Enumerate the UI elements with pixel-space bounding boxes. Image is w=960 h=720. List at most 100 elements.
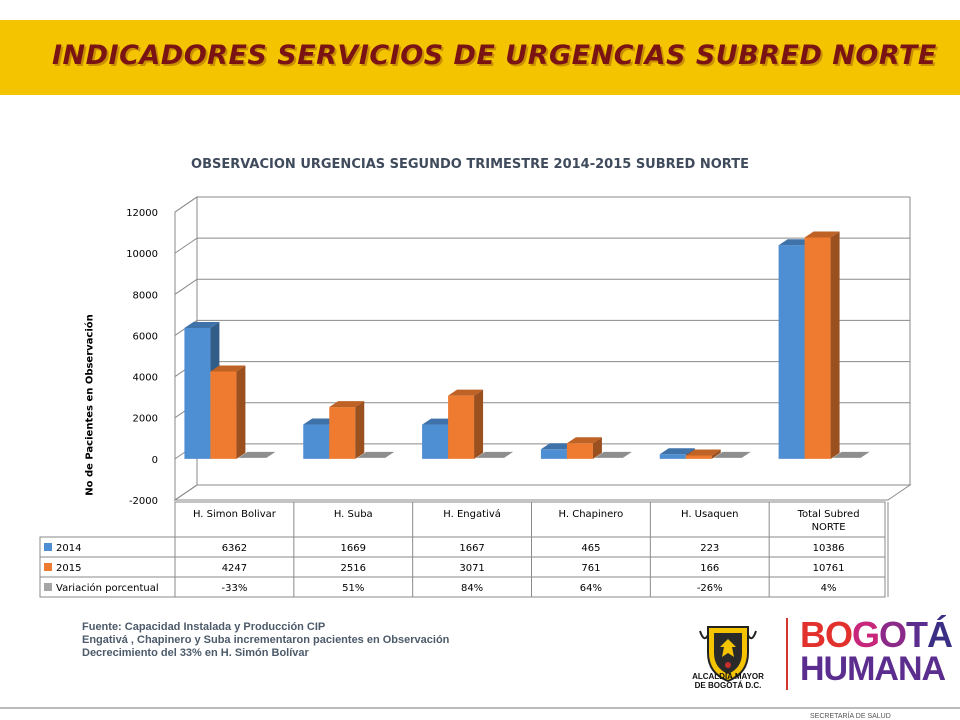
x-category-label: H. Simon Bolivar	[193, 509, 277, 520]
bar-2014	[422, 424, 449, 459]
y-tick-label: 0	[152, 455, 158, 466]
bar-side	[830, 231, 840, 459]
data-label: 465	[581, 543, 600, 554]
table-body	[39, 536, 886, 598]
x-category-label: H. Usaquen	[681, 509, 739, 520]
gridline	[174, 196, 910, 213]
y-tick-label: 4000	[133, 373, 158, 384]
y-tick-label: 12000	[126, 208, 158, 219]
legend-swatch	[44, 583, 52, 591]
bogota-logo: BOGOTÁ	[800, 614, 953, 655]
bar-side	[474, 389, 484, 459]
bar-2014	[303, 424, 330, 459]
bogota-letter: T	[906, 614, 928, 655]
data-label: 761	[581, 563, 600, 574]
x-category-label: H. Suba	[334, 509, 373, 520]
bogota-letter: B	[800, 614, 826, 655]
data-label: 10386	[813, 543, 845, 554]
bar-top	[804, 231, 840, 238]
gridline	[174, 278, 910, 295]
y-tick-label: 2000	[133, 414, 158, 425]
bar-2014	[184, 327, 211, 459]
bar-side	[711, 449, 721, 459]
bar-side	[592, 437, 602, 459]
data-label: 4247	[222, 563, 247, 574]
gridline	[174, 319, 910, 336]
gridline	[174, 484, 910, 501]
bar-chart: 12000 10000 8000 6000 4000 2000 0 -2000 H. Simon…	[39, 196, 912, 598]
bogota-letter: O	[879, 614, 907, 655]
y-tick-label: 6000	[133, 331, 158, 342]
x-category-label: H. Chapinero	[559, 509, 624, 520]
bar-variation	[238, 451, 276, 458]
bogota-letter: Á	[927, 614, 953, 655]
bar-top	[210, 365, 246, 372]
table-header-row	[174, 501, 886, 538]
data-label: 6362	[222, 543, 247, 554]
x-category-label: NORTE	[812, 522, 846, 533]
bar-2014	[540, 449, 567, 459]
data-label: 2516	[341, 563, 366, 574]
data-label: 51%	[342, 583, 364, 594]
bar-2014	[659, 454, 686, 459]
bar-variation	[476, 451, 514, 458]
x-category-label: Total Subred	[797, 509, 860, 520]
data-label: -33%	[221, 583, 247, 594]
x-category-label: H. Engativá	[443, 508, 501, 520]
floor	[173, 484, 912, 501]
bogota-letter: O	[825, 614, 853, 655]
chart-title: OBSERVACION URGENCIAS SEGUNDO TRIMESTRE …	[191, 157, 749, 172]
bar-variation	[357, 451, 395, 458]
data-label: 1667	[459, 543, 484, 554]
title-banner: INDICADORES SERVICIOS DE URGENCIAS SUBRE…	[0, 20, 960, 95]
data-label: 4%	[821, 583, 837, 594]
gridline	[174, 237, 910, 254]
bar-top	[685, 449, 721, 456]
note-line: Decrecimiento del 33% en H. Simón Bolíva…	[82, 647, 309, 659]
data-label: 223	[700, 543, 719, 554]
bar-2015	[210, 371, 237, 459]
page-title: INDICADORES SERVICIOS DE URGENCIAS SUBRE…	[52, 40, 937, 71]
bar-variation	[713, 451, 751, 458]
legend-label: 2014	[56, 543, 81, 554]
bogota-letter: G	[852, 614, 880, 655]
data-label: 1669	[341, 543, 366, 554]
data-label: 3071	[459, 563, 484, 574]
secretaria-text: SECRETARÍA DE SALUD	[810, 713, 891, 720]
bar-2015	[566, 443, 593, 459]
legend-label: Variación porcentual	[56, 582, 159, 594]
bar-variation	[832, 451, 870, 458]
data-label: -26%	[697, 583, 723, 594]
bar-2015	[448, 395, 475, 459]
legend-swatch	[44, 543, 52, 551]
alcaldia-caption: ALCALDÍA MAYOR DE BOGOTÁ D.C.	[692, 672, 764, 690]
y-tick-label: -2000	[129, 496, 158, 507]
bar-top	[329, 401, 365, 408]
source-line: Fuente: Capacidad Instalada y Producción…	[82, 621, 326, 633]
humana-logo: HUMANA	[800, 650, 946, 688]
note-line: Engativá , Chapinero y Suba incrementaro…	[82, 634, 450, 646]
y-tick-label: 8000	[133, 290, 158, 301]
y-tick-label: 10000	[126, 249, 158, 260]
bar-2014	[778, 245, 805, 459]
bar-top	[659, 448, 695, 455]
alcaldia-shield-icon	[699, 626, 757, 683]
data-label: 84%	[461, 583, 483, 594]
bar-top	[566, 437, 602, 444]
bar-2015	[804, 237, 831, 459]
source-notes: Fuente: Capacidad Instalada y Producción…	[82, 621, 449, 660]
data-label: 166	[700, 563, 719, 574]
legend-swatch	[44, 563, 52, 571]
bar-variation	[594, 451, 632, 458]
data-label: 10761	[813, 563, 845, 574]
logo-divider	[786, 618, 788, 690]
bar-top	[448, 389, 484, 396]
footer-divider	[0, 707, 960, 709]
bar-2015	[685, 455, 712, 459]
bar-top	[184, 321, 220, 328]
legend-label: 2015	[56, 563, 81, 574]
bar-side	[355, 401, 365, 459]
bar-side	[236, 365, 246, 459]
data-label: 64%	[580, 583, 602, 594]
bar-2015	[329, 407, 356, 459]
